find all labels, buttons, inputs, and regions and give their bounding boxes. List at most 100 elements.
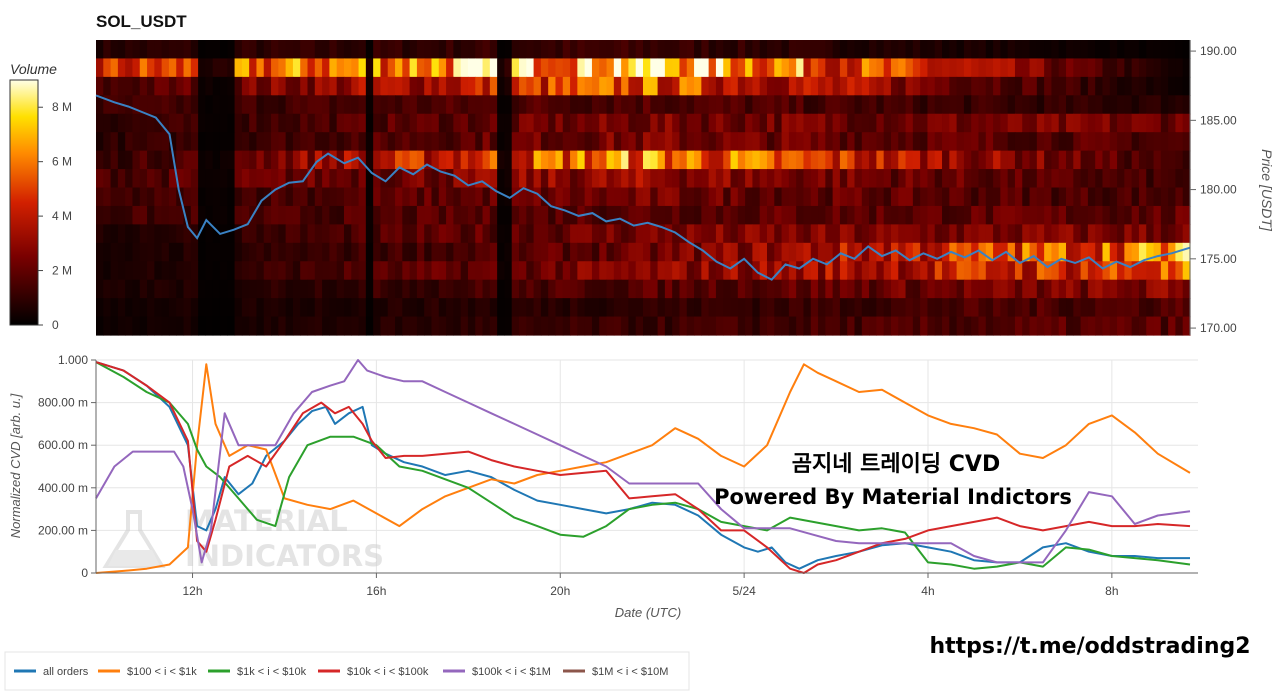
- heatmap-cell: [1117, 298, 1125, 318]
- heatmap-cell: [307, 242, 316, 262]
- heatmap-cell: [993, 279, 1001, 299]
- heatmap-cell: [810, 187, 819, 207]
- heatmap-cell: [241, 261, 250, 281]
- heatmap-cell: [1153, 224, 1162, 244]
- heatmap-cell: [963, 242, 972, 262]
- heatmap-cell: [285, 224, 294, 244]
- heatmap-cell: [956, 205, 965, 225]
- heatmap-cell: [832, 113, 841, 133]
- heatmap-cell: [409, 187, 418, 207]
- heatmap-cell: [912, 132, 921, 152]
- heatmap-cell: [993, 242, 1001, 262]
- heatmap-cell: [1168, 298, 1177, 318]
- heatmap-cell: [271, 169, 279, 189]
- heatmap-cell: [314, 113, 323, 133]
- heatmap-cell: [1102, 261, 1111, 281]
- heatmap-cell: [1153, 242, 1162, 262]
- heatmap-cell: [351, 58, 360, 78]
- heatmap-cell: [759, 279, 768, 299]
- heatmap-cell: [949, 261, 958, 281]
- heatmap-cell: [460, 261, 469, 281]
- heatmap-cell: [460, 95, 469, 115]
- heatmap-cell: [117, 205, 126, 225]
- heatmap-cell: [475, 169, 484, 189]
- heatmap-cell: [504, 150, 513, 170]
- heatmap-cell: [387, 150, 396, 170]
- heatmap-cell: [402, 169, 411, 189]
- heatmap-cell: [526, 150, 535, 170]
- heatmap-cell: [621, 298, 630, 318]
- heatmap-cell: [788, 261, 797, 281]
- heatmap-cell: [766, 150, 775, 170]
- heatmap-cell: [292, 132, 301, 152]
- heatmap-cell: [1000, 40, 1009, 60]
- heatmap-cell: [278, 261, 287, 281]
- heatmap-cell: [540, 187, 549, 207]
- heatmap-cell: [519, 132, 527, 152]
- heatmap-cell: [715, 298, 724, 318]
- heatmap-cell: [570, 224, 578, 244]
- heatmap-cell: [781, 316, 790, 336]
- heatmap-cell: [190, 76, 199, 96]
- heatmap-cell: [467, 224, 476, 244]
- heatmap-cell: [927, 279, 936, 299]
- heatmap-cell: [869, 76, 877, 96]
- heatmap-cell: [1153, 205, 1162, 225]
- heatmap-cell: [161, 279, 170, 299]
- heatmap-cell: [759, 95, 768, 115]
- heatmap-cell: [788, 150, 797, 170]
- heatmap-cell: [271, 132, 279, 152]
- heatmap-cell: [1117, 40, 1125, 60]
- watermark-logo: MATERIAL INDICATORS: [102, 504, 384, 573]
- heatmap-cell: [1160, 187, 1169, 207]
- heatmap-cell: [810, 95, 819, 115]
- heatmap-cell: [373, 95, 382, 115]
- cvd-y-tick-label: 0: [81, 566, 88, 580]
- heatmap-cell: [774, 224, 783, 244]
- heatmap-cell: [1073, 279, 1082, 299]
- heatmap-cell: [467, 242, 476, 262]
- heatmap-cell: [723, 58, 732, 78]
- heatmap-cell: [1051, 242, 1060, 262]
- heatmap-cell: [1182, 113, 1191, 133]
- heatmap-cell: [489, 298, 498, 318]
- heatmap-cell: [613, 316, 622, 336]
- heatmap-cell: [781, 224, 790, 244]
- heatmap-cell: [1117, 187, 1125, 207]
- heatmap-cell: [577, 58, 586, 78]
- heatmap-cell: [905, 242, 914, 262]
- heatmap-cell: [577, 187, 586, 207]
- heatmap-cell: [219, 58, 228, 78]
- heatmap-cell: [249, 242, 258, 262]
- heatmap-cell: [657, 187, 666, 207]
- heatmap-cell: [825, 95, 834, 115]
- heatmap-cell: [1168, 169, 1177, 189]
- heatmap-cell: [1102, 40, 1111, 60]
- heatmap-cell: [1007, 261, 1016, 281]
- heatmap-cell: [395, 242, 403, 262]
- heatmap-cell: [643, 187, 651, 207]
- heatmap-cell: [343, 113, 352, 133]
- heatmap-cell: [300, 298, 309, 318]
- heatmap-cell: [832, 279, 841, 299]
- heatmap-cell: [861, 150, 870, 170]
- heatmap-cell: [256, 205, 265, 225]
- heatmap-cell: [227, 261, 236, 281]
- heatmap-cell: [803, 95, 812, 115]
- heatmap-cell: [1124, 298, 1133, 318]
- cvd-x-tick-label: 5/24: [732, 584, 756, 598]
- heatmap-cell: [927, 298, 936, 318]
- heatmap-cell: [519, 242, 527, 262]
- heatmap-cell: [103, 261, 112, 281]
- heatmap-cell: [373, 242, 382, 262]
- heatmap-cell: [292, 150, 301, 170]
- heatmap-cell: [190, 58, 199, 78]
- heatmap-cell: [117, 58, 126, 78]
- heatmap-cell: [329, 224, 338, 244]
- heatmap-cell: [285, 113, 294, 133]
- heatmap-cell: [183, 95, 192, 115]
- heatmap-cell: [1153, 95, 1162, 115]
- telegram-link[interactable]: https://t.me/oddstrading2: [929, 634, 1250, 659]
- heatmap-cell: [1022, 58, 1031, 78]
- heatmap-cell: [336, 58, 345, 78]
